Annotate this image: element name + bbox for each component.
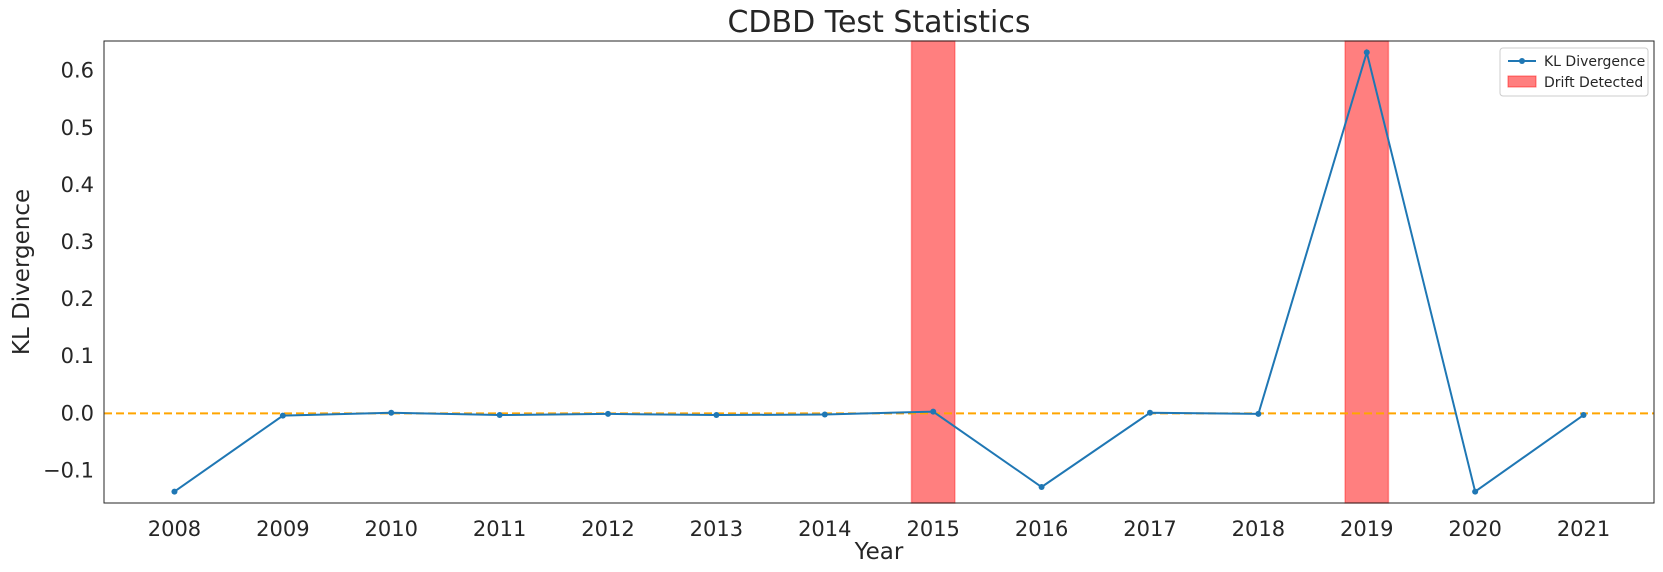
drift-regions bbox=[910, 40, 1390, 504]
x-tick-label-2018: 2018 bbox=[1232, 517, 1285, 541]
data-point-2011 bbox=[496, 412, 503, 419]
data-point-2015 bbox=[930, 408, 937, 415]
data-point-2017 bbox=[1146, 409, 1153, 416]
series-layer bbox=[171, 48, 1587, 495]
chart-title: CDBD Test Statistics bbox=[727, 5, 1030, 40]
legend-label-0: KL Divergence bbox=[1544, 54, 1645, 70]
x-tick-label-2015: 2015 bbox=[906, 517, 959, 541]
x-tick-label-2019: 2019 bbox=[1340, 517, 1393, 541]
y-axis-title: KL Divergence bbox=[9, 189, 35, 355]
data-point-2012 bbox=[605, 410, 612, 417]
x-tick-label-2009: 2009 bbox=[256, 517, 309, 541]
x-tick-label-2014: 2014 bbox=[798, 517, 851, 541]
y-tick-label-4: 0.3 bbox=[61, 230, 94, 254]
data-point-2008 bbox=[171, 488, 178, 495]
data-point-2016 bbox=[1038, 484, 1045, 491]
x-tick-label-2020: 2020 bbox=[1448, 517, 1501, 541]
x-tick-label-2017: 2017 bbox=[1123, 517, 1176, 541]
x-axis-title: Year bbox=[854, 539, 904, 565]
data-point-2019 bbox=[1363, 49, 1370, 56]
data-point-2009 bbox=[279, 412, 286, 419]
data-point-2014 bbox=[821, 411, 828, 418]
plot-frame bbox=[103, 40, 1655, 504]
data-point-2021 bbox=[1580, 412, 1587, 419]
x-tick-label-2021: 2021 bbox=[1557, 517, 1610, 541]
x-tick-label-2011: 2011 bbox=[473, 517, 526, 541]
y-tick-label-5: 0.4 bbox=[61, 173, 94, 197]
drift-region-1 bbox=[1344, 40, 1390, 504]
x-axis-ticks: 2008 2009 2010 2011 2012 2013 2014 2015 2016 2017… bbox=[148, 517, 1611, 541]
x-tick-label-2012: 2012 bbox=[581, 517, 634, 541]
legend-marker-swatch bbox=[1519, 58, 1525, 64]
data-point-2010 bbox=[388, 409, 395, 416]
y-tick-label-7: 0.6 bbox=[61, 59, 94, 83]
data-point-2020 bbox=[1472, 488, 1479, 495]
legend-patch-swatch bbox=[1507, 75, 1537, 88]
y-axis-ticks: −0.1 0.0 0.1 0.2 0.3 0.4 0.5 0.6 bbox=[43, 59, 94, 483]
x-tick-label-2013: 2013 bbox=[690, 517, 743, 541]
drift-region-0 bbox=[910, 40, 956, 504]
data-point-2013 bbox=[713, 412, 720, 419]
data-point-2018 bbox=[1255, 410, 1262, 417]
y-tick-label-2: 0.1 bbox=[61, 344, 94, 368]
y-tick-label-6: 0.5 bbox=[61, 116, 94, 140]
y-tick-label-0: −0.1 bbox=[43, 458, 94, 482]
legend: KL Divergence Drift Detected bbox=[1499, 47, 1649, 97]
x-tick-label-2010: 2010 bbox=[365, 517, 418, 541]
x-tick-label-2008: 2008 bbox=[148, 517, 201, 541]
y-tick-label-1: 0.0 bbox=[61, 401, 94, 425]
legend-label-1: Drift Detected bbox=[1544, 75, 1643, 91]
legend-box bbox=[1499, 47, 1649, 97]
y-tick-label-3: 0.2 bbox=[61, 287, 94, 311]
x-tick-label-2016: 2016 bbox=[1015, 517, 1068, 541]
series-line-0 bbox=[173, 48, 1585, 494]
